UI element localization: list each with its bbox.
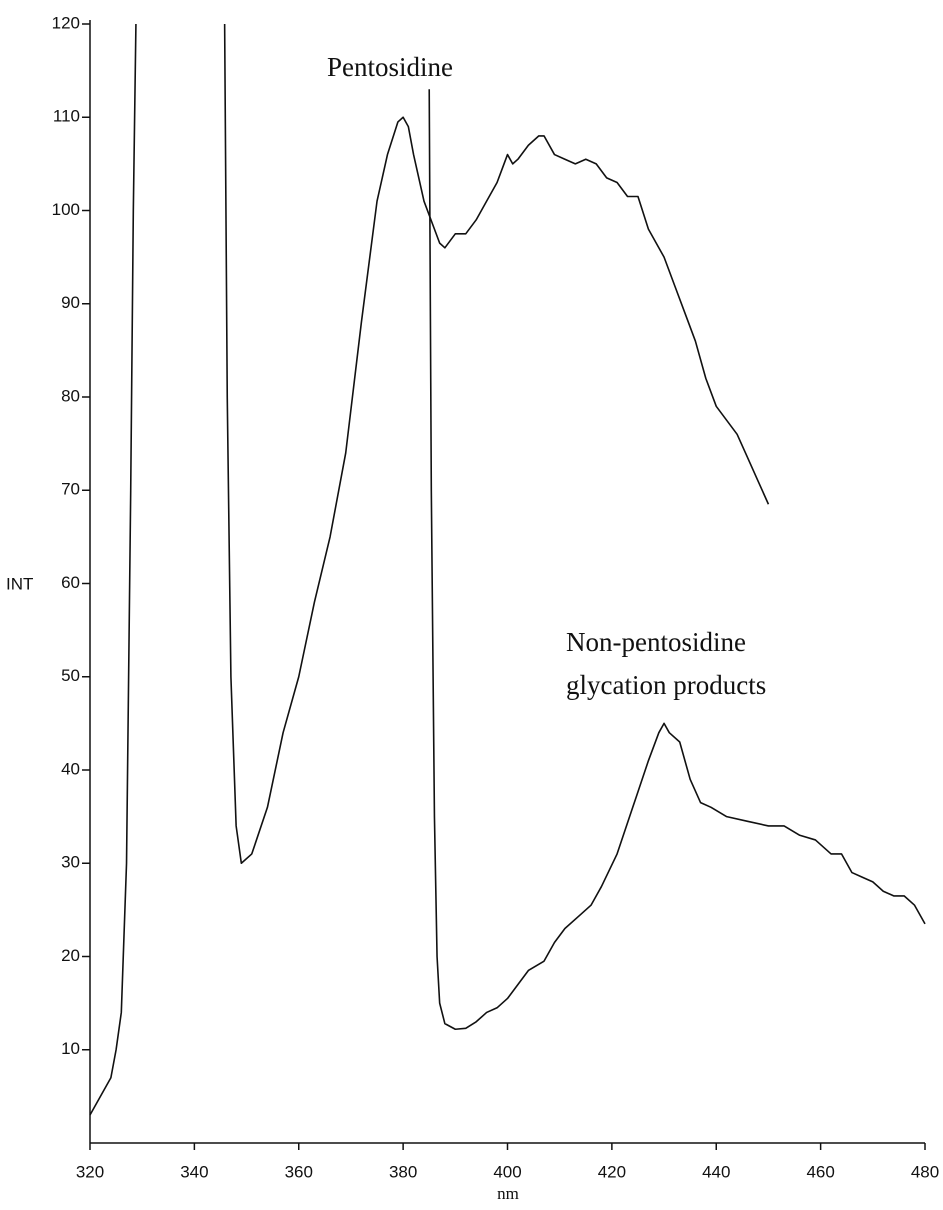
line-series: [428, 89, 926, 1031]
x-axis-label: nm: [497, 1184, 519, 1203]
y-tick-label: 80: [61, 386, 80, 405]
y-tick-label: 100: [52, 200, 80, 219]
x-tick-label: 480: [911, 1162, 939, 1181]
x-tick-label: 360: [285, 1162, 313, 1181]
x-tick-label: 320: [76, 1162, 104, 1181]
y-tick-label: 90: [61, 293, 80, 312]
x-tick-label: 380: [389, 1162, 417, 1181]
y-tick-label: 40: [61, 759, 80, 778]
y-tick-label: 70: [61, 480, 80, 499]
x-tick-label: 400: [493, 1162, 521, 1181]
annotation: glycation products: [566, 670, 766, 700]
annotation: Non-pentosidine: [566, 627, 746, 657]
y-tick-label: 120: [52, 13, 80, 32]
y-tick-label: 20: [61, 946, 80, 965]
x-tick-label: 440: [702, 1162, 730, 1181]
annotation: Pentosidine: [327, 52, 453, 82]
y-tick-label: 110: [53, 107, 80, 126]
x-tick-label: 420: [598, 1162, 626, 1181]
y-tick-label: 30: [61, 853, 80, 872]
y-tick-label: 60: [61, 573, 80, 592]
line-series: [89, 24, 770, 1116]
y-tick-label: 10: [61, 1039, 80, 1058]
x-tick-label: 460: [806, 1162, 834, 1181]
x-tick-label: 340: [180, 1162, 208, 1181]
y-axis-label: INT: [6, 574, 33, 593]
y-tick-label: 50: [61, 666, 80, 685]
